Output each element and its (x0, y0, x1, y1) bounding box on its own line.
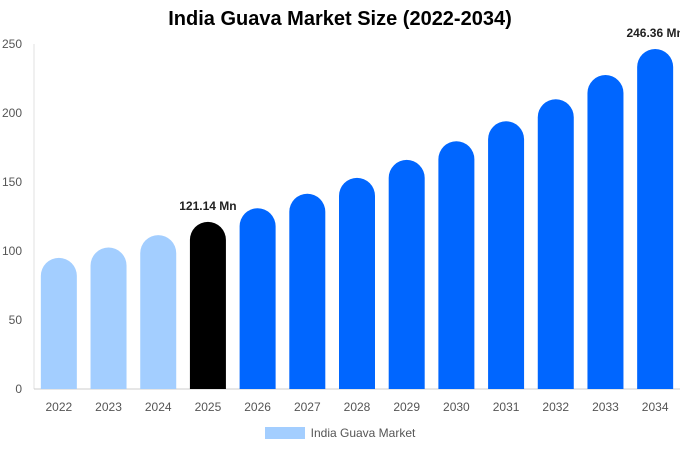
chart-title: India Guava Market Size (2022-2034) (168, 8, 512, 30)
bars-group (40, 49, 674, 390)
x-tick-label: 2034 (642, 400, 669, 414)
legend-label: India Guava Market (310, 426, 416, 440)
y-tick-label: 100 (2, 244, 22, 258)
x-tick-label: 2033 (592, 400, 619, 414)
x-tick-label: 2030 (443, 400, 470, 414)
data-label-2034: 246.36 Mn (626, 26, 680, 40)
data-labels: 121.14 Mn 246.36 Mn (179, 26, 680, 213)
x-tick-label: 2022 (45, 400, 72, 414)
x-tick-label: 2031 (493, 400, 520, 414)
bar-2034 (637, 49, 674, 390)
x-tick-label: 2026 (244, 400, 271, 414)
bar-2027 (289, 193, 326, 389)
bar-2031 (488, 121, 525, 389)
bar-2028 (339, 177, 375, 389)
bar-2029 (388, 159, 425, 389)
bar-2024 (140, 235, 177, 389)
legend: India Guava Market (0, 426, 680, 440)
y-tick-label: 150 (2, 175, 22, 189)
x-tick-label: 2025 (195, 400, 222, 414)
x-tick-label: 2028 (344, 400, 371, 414)
bar-2033 (587, 75, 624, 390)
x-tick-label: 2023 (95, 400, 122, 414)
y-tick-label: 0 (15, 382, 22, 396)
y-tick-label: 50 (9, 313, 23, 327)
legend-swatch (264, 427, 305, 439)
y-tick-label: 200 (2, 106, 22, 120)
x-axis-ticks: 2022 2023 2024 2025 2026 2027 2028 2029 2030 2031… (45, 400, 668, 414)
x-tick-label: 2027 (294, 400, 321, 414)
x-tick-label: 2029 (393, 400, 420, 414)
x-tick-label: 2032 (542, 400, 569, 414)
bar-2023 (90, 247, 127, 389)
data-label-2025: 121.14 Mn (179, 199, 236, 213)
y-tick-label: 250 (2, 37, 22, 51)
x-tick-label: 2024 (145, 400, 172, 414)
bar-2030 (438, 141, 475, 389)
bar-2026 (239, 208, 276, 389)
bar-2032 (537, 99, 574, 389)
bar-2025 (189, 221, 226, 389)
bar-2022 (40, 257, 77, 389)
y-axis-ticks: 0 50 100 150 200 250 (2, 37, 22, 396)
